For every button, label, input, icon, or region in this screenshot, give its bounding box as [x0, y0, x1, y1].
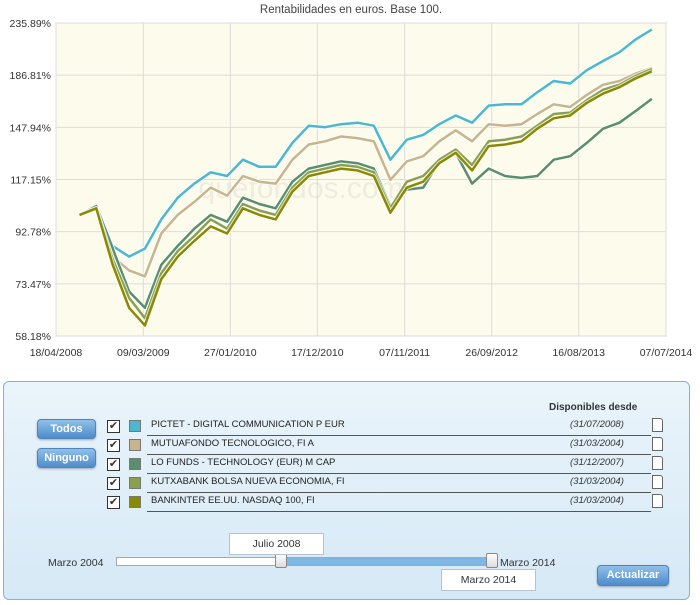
actualizar-button[interactable]: Actualizar [597, 565, 669, 586]
series-line-2 [79, 66, 653, 278]
slider-start-tooltip: Julio 2008 [229, 533, 324, 555]
y-tick-label: 92.78% [15, 227, 51, 239]
fund-color-swatch [129, 477, 141, 489]
range-min-label: Marzo 2004 [48, 557, 104, 569]
fund-row: ✔ LO FUNDS - TECHNOLOGY (EUR) M CAP (31/… [107, 455, 667, 474]
fund-available-date: (31/03/2004) [570, 495, 624, 506]
fund-available-date: (31/03/2004) [570, 438, 624, 449]
document-icon[interactable] [652, 494, 663, 508]
ninguno-button[interactable]: Ninguno [37, 448, 96, 468]
slider-end-tooltip: Marzo 2014 [441, 569, 536, 591]
fund-checkbox[interactable]: ✔ [107, 439, 120, 452]
x-tick-label: 26/09/2012 [465, 347, 518, 359]
document-icon[interactable] [652, 437, 663, 451]
fund-available-date: (31/03/2004) [570, 476, 624, 487]
fund-name: BANKINTER EE.UU. NASDAQ 100, FI [151, 495, 315, 506]
x-tick-label: 17/12/2010 [291, 347, 344, 359]
row-divider [147, 473, 651, 474]
y-tick-label: 147.94% [10, 122, 51, 134]
fund-row: ✔ BANKINTER EE.UU. NASDAQ 100, FI (31/03… [107, 493, 667, 512]
fund-color-swatch [129, 420, 141, 432]
fund-available-date: (31/07/2008) [570, 419, 624, 430]
series-line-1 [79, 28, 653, 258]
fund-name: MUTUAFONDO TECNOLOGICO, FI A [151, 438, 314, 449]
fund-checkbox[interactable]: ✔ [107, 496, 120, 509]
fund-name: LO FUNDS - TECHNOLOGY (EUR) M CAP [151, 457, 336, 468]
x-tick-label: 18/04/2008 [30, 347, 83, 359]
y-tick-label: 73.47% [15, 279, 51, 291]
date-range-slider[interactable] [116, 557, 493, 566]
chart-title: Rentabilidades en euros. Base 100. [260, 4, 442, 16]
fund-row: ✔ MUTUAFONDO TECNOLOGICO, FI A (31/03/20… [107, 436, 667, 455]
fund-selection-panel: Todos Ninguno Disponibles desde ✔ PICTET… [3, 381, 690, 600]
series-line-4 [79, 67, 653, 320]
fund-row: ✔ PICTET - DIGITAL COMMUNICATION P EUR (… [107, 417, 667, 436]
x-tick-label: 07/07/2014 [640, 347, 693, 359]
document-icon[interactable] [652, 456, 663, 470]
row-divider [147, 492, 651, 493]
document-icon[interactable] [652, 475, 663, 489]
series-line-5 [79, 70, 653, 327]
document-icon[interactable] [652, 418, 663, 432]
fund-row: ✔ KUTXABANK BOLSA NUEVA ECONOMIA, FI (31… [107, 474, 667, 493]
performance-chart: 235.89% 186.81% 147.94% 117.15% 92.78% 73.47%… [10, 4, 693, 359]
slider-end-handle[interactable] [486, 553, 498, 568]
row-divider [147, 435, 651, 436]
disponibles-header: Disponibles desde [549, 402, 638, 413]
fund-checkbox[interactable]: ✔ [107, 420, 120, 433]
slider-selected-range [282, 558, 493, 565]
fund-available-date: (31/12/2007) [570, 457, 624, 468]
x-tick-label: 09/03/2009 [117, 347, 170, 359]
y-tick-label: 117.15% [10, 174, 51, 186]
fund-checkbox[interactable]: ✔ [107, 477, 120, 490]
series-line-3 [79, 97, 653, 310]
fund-checkbox[interactable]: ✔ [107, 458, 120, 471]
fund-color-swatch [129, 458, 141, 470]
fund-color-swatch [129, 496, 141, 508]
x-tick-label: 16/08/2013 [552, 347, 605, 359]
fund-color-swatch [129, 439, 141, 451]
y-tick-label: 58.18% [15, 331, 51, 343]
y-tick-label: 186.81% [10, 70, 51, 82]
fund-name: PICTET - DIGITAL COMMUNICATION P EUR [151, 419, 345, 430]
fund-name: KUTXABANK BOLSA NUEVA ECONOMIA, FI [151, 476, 345, 487]
range-max-label: Marzo 2014 [500, 557, 556, 569]
row-divider [147, 454, 651, 455]
y-tick-label: 235.89% [10, 18, 51, 30]
row-divider [147, 511, 651, 512]
x-tick-label: 27/01/2010 [204, 347, 257, 359]
todos-button[interactable]: Todos [37, 419, 96, 439]
x-tick-label: 07/11/2011 [379, 347, 430, 359]
slider-start-handle[interactable] [275, 553, 288, 568]
chart-svg: 235.89% 186.81% 147.94% 117.15% 92.78% 73.47%… [10, 4, 693, 359]
